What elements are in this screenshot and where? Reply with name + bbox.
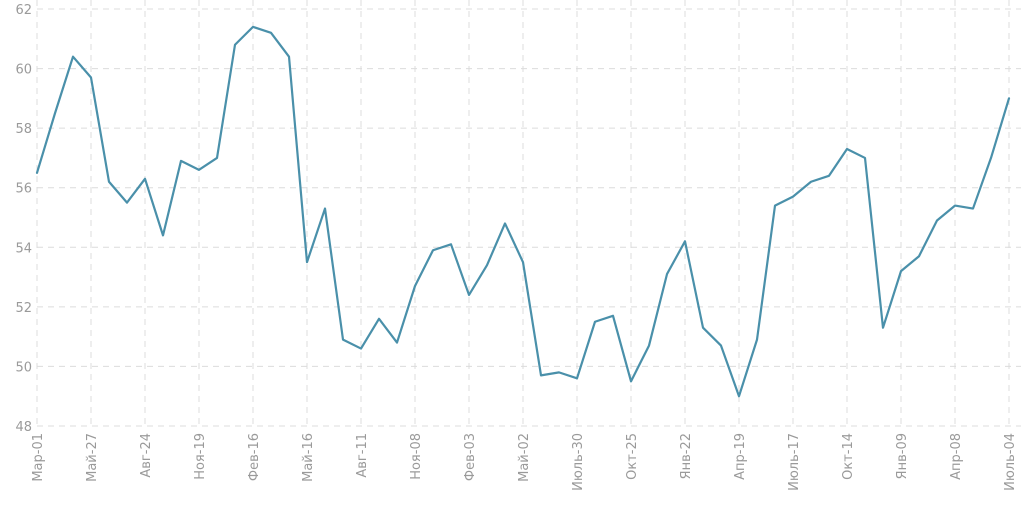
x-tick-label: Июль-17	[787, 433, 802, 491]
data-point	[881, 326, 885, 330]
data-point	[755, 338, 759, 342]
data-point	[161, 233, 165, 237]
data-point	[575, 376, 579, 380]
x-tick-label: Май-27	[85, 433, 100, 482]
data-point	[35, 171, 39, 175]
data-point	[629, 379, 633, 383]
data-point	[521, 260, 525, 264]
y-tick-label: 48	[15, 420, 32, 435]
x-tick-label: Янв-22	[679, 433, 694, 479]
x-tick-label: Май-02	[517, 433, 532, 482]
y-tick-label: 62	[15, 3, 32, 18]
data-point	[647, 344, 651, 348]
data-point	[611, 314, 615, 318]
data-point	[989, 156, 993, 160]
data-point	[233, 43, 237, 47]
data-point	[809, 180, 813, 184]
data-point	[53, 111, 57, 115]
x-tick-label: Авг-24	[139, 433, 154, 478]
data-point	[557, 370, 561, 374]
data-point	[125, 201, 129, 205]
data-point	[89, 76, 93, 80]
data-point	[845, 147, 849, 151]
data-point	[485, 263, 489, 267]
data-point	[341, 338, 345, 342]
data-point	[917, 254, 921, 258]
x-tick-label: Апр-19	[733, 433, 748, 480]
y-tick-label: 54	[15, 241, 32, 256]
y-gridlines	[37, 8, 1021, 427]
data-point	[251, 25, 255, 29]
data-point	[413, 284, 417, 288]
data-point	[323, 207, 327, 211]
data-point	[971, 207, 975, 211]
y-tick-label: 60	[15, 63, 32, 78]
data-point	[701, 326, 705, 330]
data-point	[305, 260, 309, 264]
data-point	[377, 317, 381, 321]
data-point	[359, 347, 363, 351]
x-tick-label: Окт-14	[841, 433, 856, 480]
x-axis-tick-labels: Мар-01 Май-27 Авг-24 Ноя-19 Фев-16 Май-16 Авг-…	[31, 433, 1018, 491]
data-point	[863, 156, 867, 160]
x-gridlines	[36, 0, 1010, 426]
data-point	[665, 272, 669, 276]
data-point	[269, 31, 273, 35]
y-tick-label: 50	[15, 360, 32, 375]
x-tick-label: Янв-09	[895, 433, 910, 479]
data-point	[683, 239, 687, 243]
x-tick-label: Апр-08	[949, 433, 964, 480]
x-tick-label: Май-16	[301, 433, 316, 482]
x-tick-label: Авг-11	[355, 433, 370, 478]
data-point	[737, 394, 741, 398]
x-tick-label: Фев-03	[463, 433, 478, 481]
data-point	[215, 156, 219, 160]
y-tick-label: 52	[15, 301, 32, 316]
y-tick-label: 58	[15, 122, 32, 137]
x-tick-label: Окт-25	[625, 433, 640, 480]
data-point	[935, 218, 939, 222]
data-point	[719, 344, 723, 348]
data-point	[449, 242, 453, 246]
data-point	[593, 320, 597, 324]
x-tick-label: Июль-04	[1003, 433, 1018, 491]
data-point	[197, 168, 201, 172]
data-point	[827, 174, 831, 178]
data-point	[467, 293, 471, 297]
data-point	[179, 159, 183, 163]
data-point	[143, 177, 147, 181]
y-axis-tick-labels: 48 50 52 54 56 58 60 62	[15, 3, 32, 435]
series-line	[35, 25, 1011, 398]
data-point	[431, 248, 435, 252]
x-tick-label: Июль-30	[571, 433, 586, 491]
x-tick-label: Мар-01	[31, 433, 46, 482]
data-point	[395, 341, 399, 345]
x-tick-label: Ноя-19	[193, 433, 208, 480]
x-tick-label: Ноя-08	[409, 433, 424, 480]
y-tick-label: 56	[15, 182, 32, 197]
data-point	[899, 269, 903, 273]
data-point	[107, 180, 111, 184]
data-point	[1007, 96, 1011, 100]
data-point	[503, 221, 507, 225]
data-point	[287, 55, 291, 59]
data-point	[773, 204, 777, 208]
data-point	[71, 55, 75, 59]
data-point	[953, 204, 957, 208]
x-tick-label: Фев-16	[247, 433, 262, 481]
data-point	[791, 195, 795, 199]
data-point	[539, 373, 543, 377]
